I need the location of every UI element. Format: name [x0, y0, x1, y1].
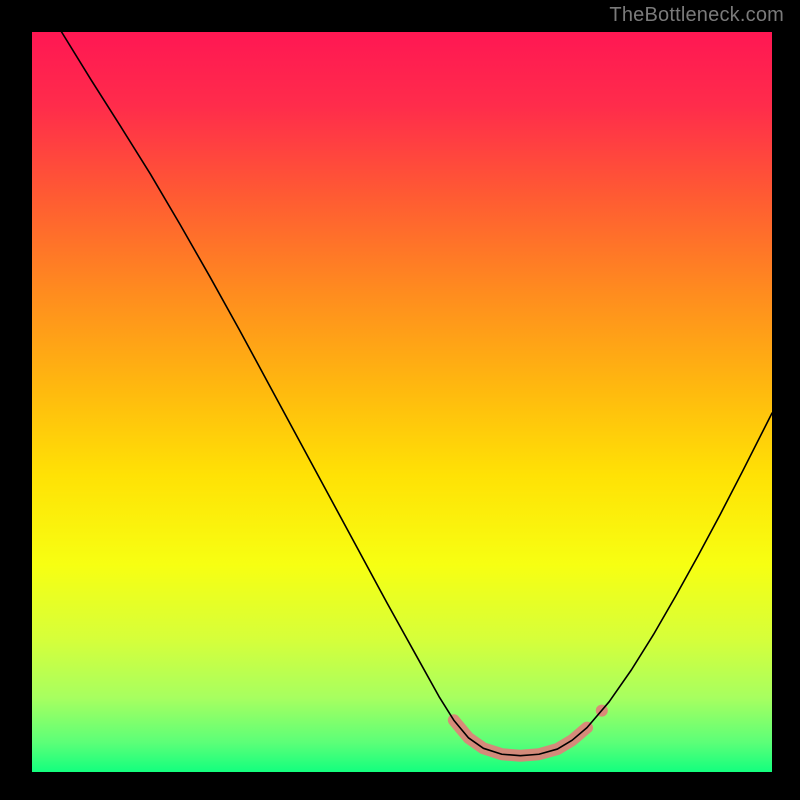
chart-svg — [0, 0, 800, 800]
bottleneck-chart: TheBottleneck.com — [0, 0, 800, 800]
watermark-text: TheBottleneck.com — [609, 4, 784, 27]
plot-area — [32, 32, 772, 772]
